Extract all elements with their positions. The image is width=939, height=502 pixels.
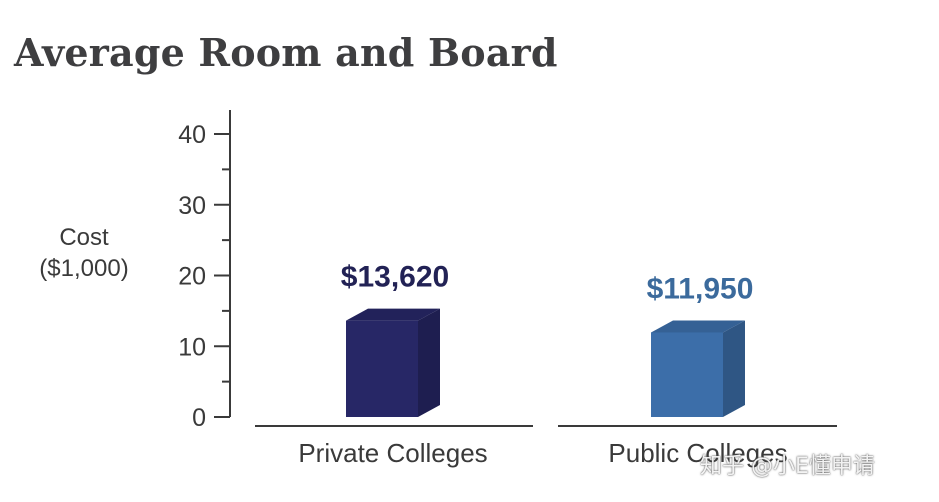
y-tick-label: 40 [178,121,206,149]
y-tick-label: 0 [192,404,206,432]
data-label: $13,620 [341,261,449,294]
bar [651,332,723,417]
y-tick-label: 20 [178,263,206,291]
y-tick-label: 30 [178,192,206,220]
y-axis-label-line-2: ($1,000) [39,255,129,282]
y-axis-label-line-1: Cost [59,224,109,251]
bar-top [346,308,440,321]
x-category-label: Private Colleges [298,438,487,468]
watermark: 知乎 @小E懂申请 [700,454,875,479]
y-tick-label: 10 [178,333,206,361]
bar-top [651,320,745,333]
x-category-label: Public Colleges [608,438,787,468]
bar-side [418,308,440,417]
bar [346,320,418,417]
bar-side [723,320,745,417]
data-label: $11,950 [647,272,754,305]
y-axis-label: Cost ($1,000) [20,222,148,284]
chart-title: Average Room and Board [14,30,558,75]
